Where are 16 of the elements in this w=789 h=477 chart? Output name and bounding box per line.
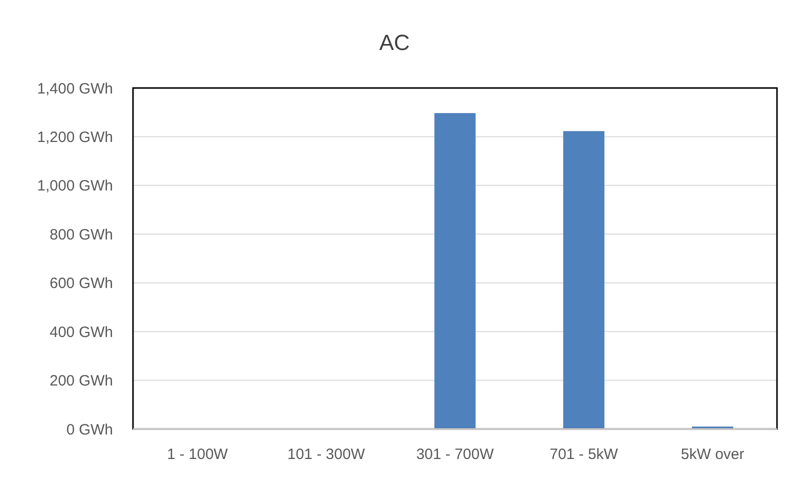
x-tick-label: 301 - 700W (416, 446, 495, 463)
y-tick-label: 0 GWh (66, 421, 113, 438)
x-tick-label: 101 - 300W (287, 446, 366, 463)
y-tick-label: 1,400 GWh (37, 80, 113, 98)
x-tick-label: 701 - 5kW (550, 446, 619, 463)
x-tick-label: 1 - 100W (166, 446, 229, 463)
y-tick-label: 1,200 GWh (37, 128, 113, 146)
y-tick-label: 200 GWh (50, 372, 113, 390)
chart-title: AC (379, 30, 410, 55)
y-tick-label: 800 GWh (50, 226, 113, 244)
bar (563, 131, 604, 429)
y-tick-label: 600 GWh (50, 275, 113, 292)
bar (434, 113, 476, 429)
x-tick-label: 5kW over (680, 446, 744, 463)
y-tick-label: 1,000 GWh (37, 178, 113, 195)
y-tick-label: 400 GWh (50, 324, 113, 341)
